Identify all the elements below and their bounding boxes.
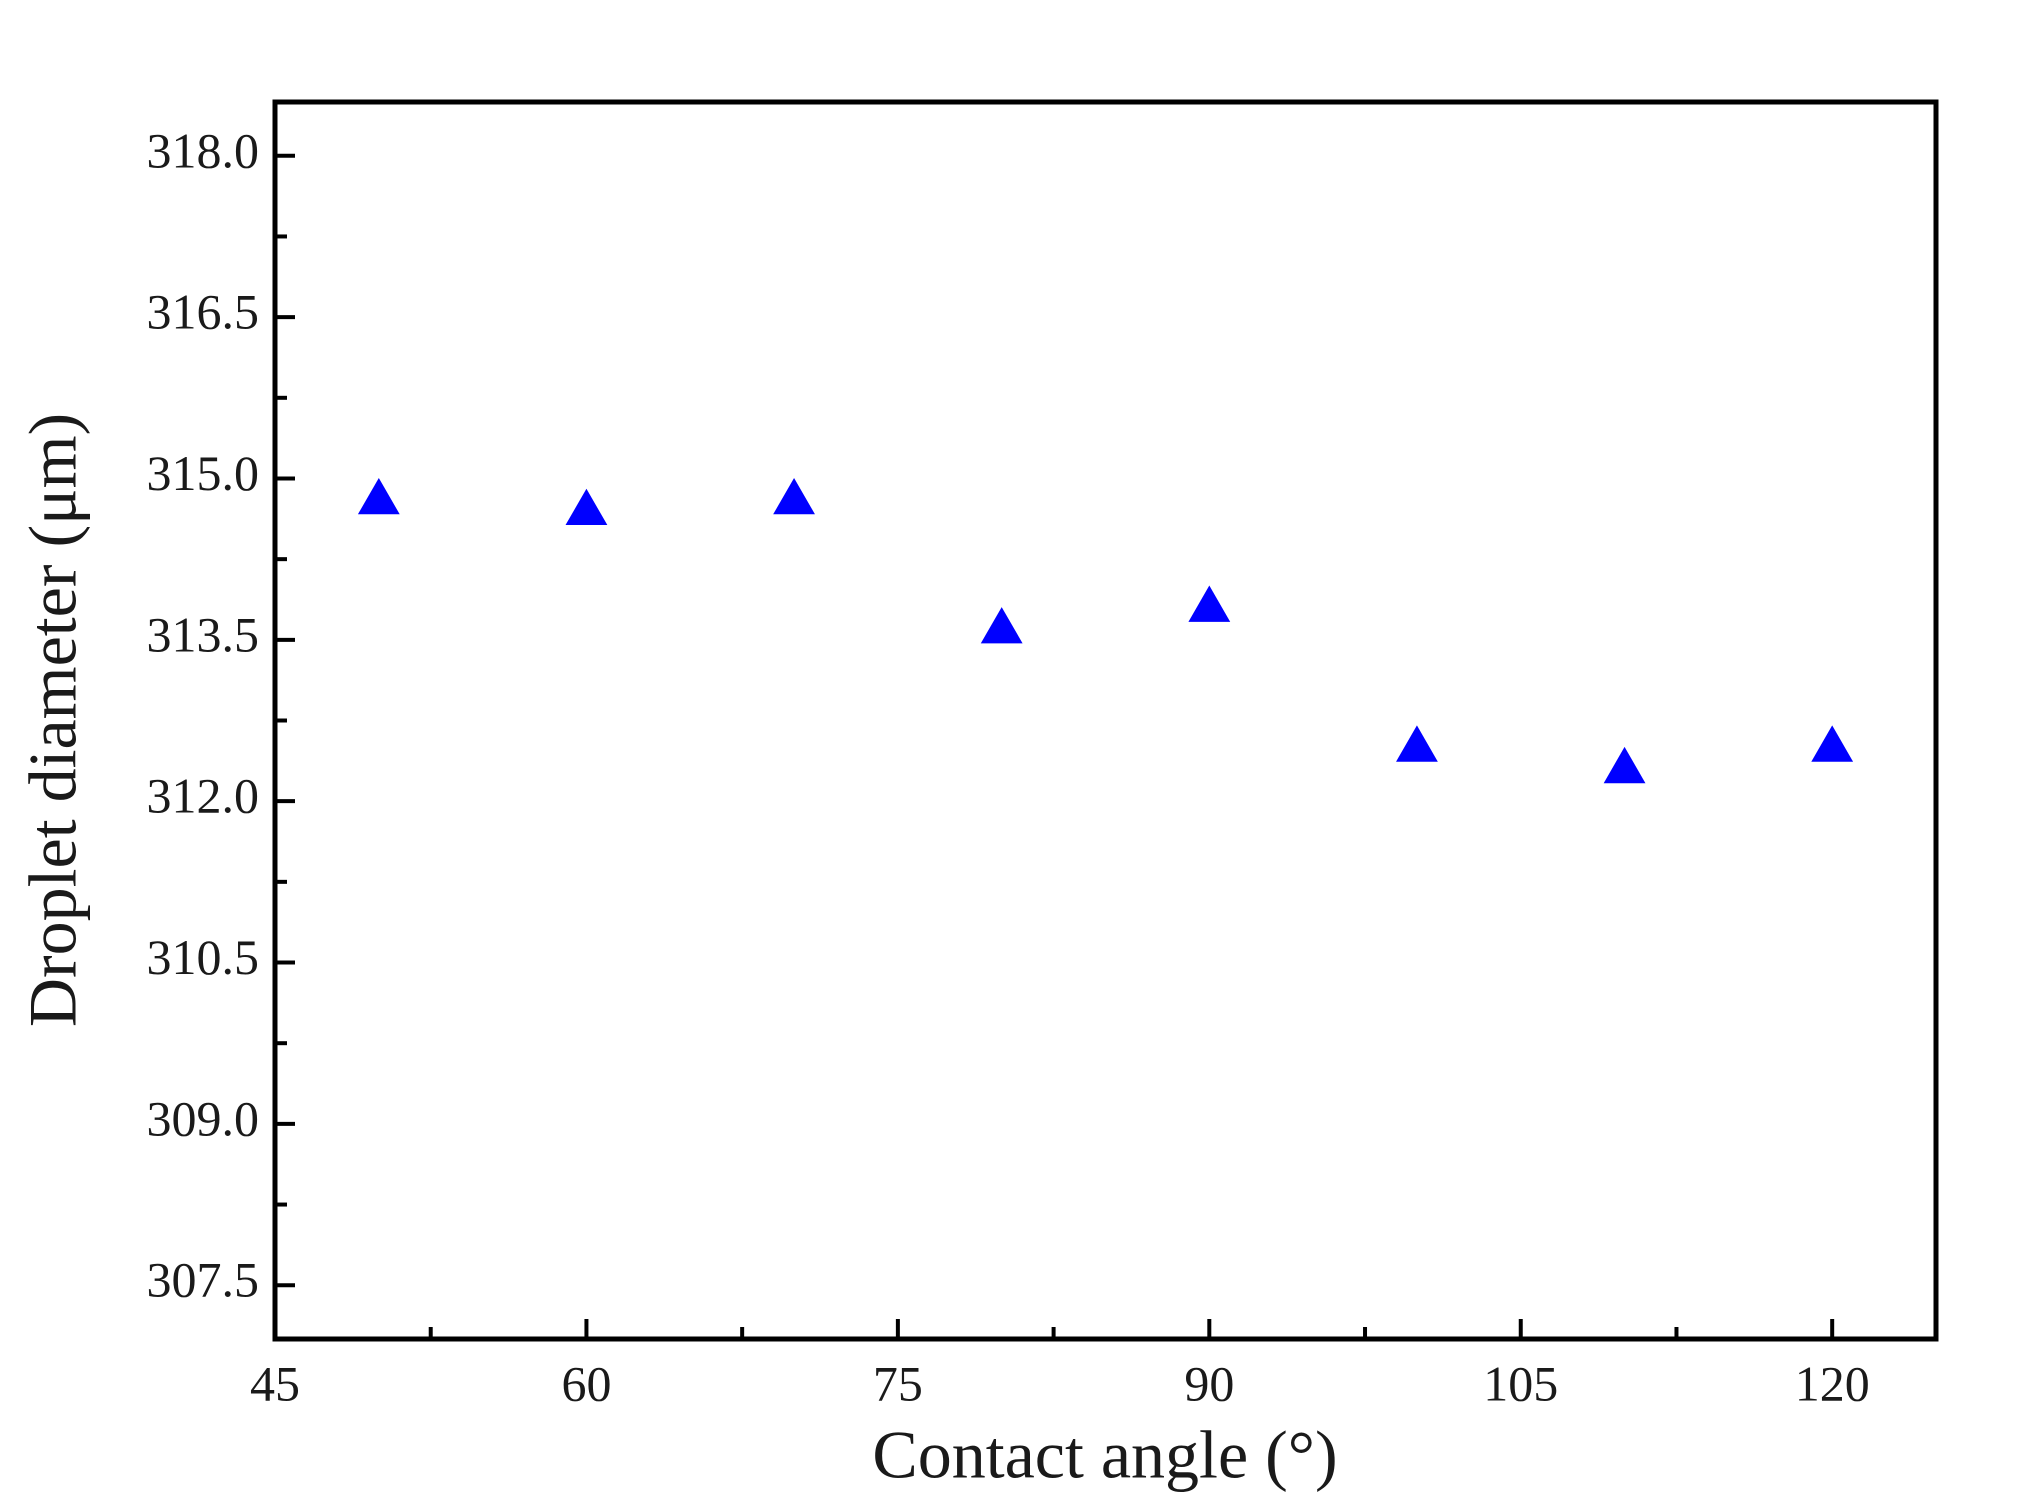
y-axis-label: Droplet diameter (μm) bbox=[15, 413, 91, 1027]
x-tick-label: 105 bbox=[1483, 1355, 1558, 1411]
y-tick-label: 307.5 bbox=[147, 1252, 260, 1308]
y-tick-label: 312.0 bbox=[147, 768, 260, 824]
x-tick-label: 90 bbox=[1184, 1355, 1234, 1411]
y-tick-label: 313.5 bbox=[147, 606, 260, 662]
data-point bbox=[1811, 725, 1854, 762]
data-point bbox=[773, 477, 815, 515]
y-tick-label: 315.0 bbox=[147, 445, 260, 501]
data-point bbox=[1603, 746, 1646, 784]
x-tick-label: 60 bbox=[561, 1355, 611, 1411]
y-tick-label: 316.5 bbox=[147, 284, 260, 340]
data-point bbox=[1188, 585, 1231, 622]
x-axis-label: Contact angle (°) bbox=[872, 1417, 1337, 1493]
data-point bbox=[565, 488, 608, 526]
x-tick-label: 75 bbox=[873, 1355, 923, 1411]
y-tick-label: 310.5 bbox=[147, 929, 260, 985]
y-tick-label: 309.0 bbox=[147, 1090, 260, 1146]
plot-frame bbox=[272, 99, 1939, 1342]
data-point bbox=[1396, 725, 1438, 762]
x-tick-label: 120 bbox=[1795, 1355, 1870, 1411]
x-tick-label: 45 bbox=[250, 1355, 300, 1411]
data-point bbox=[357, 477, 400, 515]
data-point bbox=[980, 607, 1023, 644]
y-tick-label: 318.0 bbox=[147, 122, 260, 178]
